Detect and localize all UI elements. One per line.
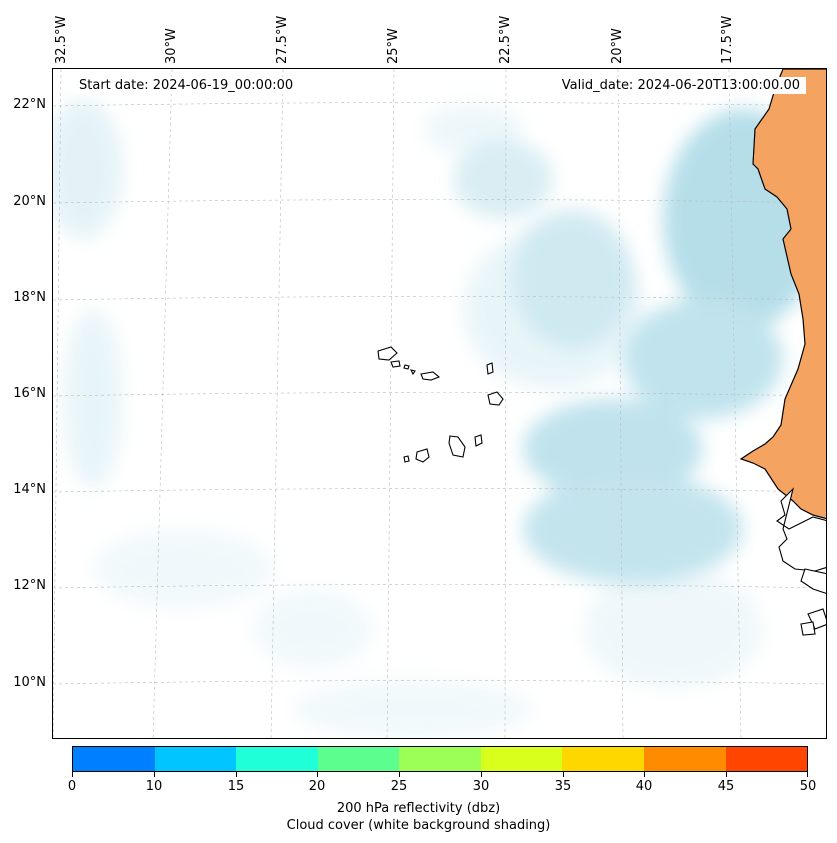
lon-label-22-5w: 22.5°W — [498, 15, 513, 64]
lat-label-22n: 22°N — [13, 97, 46, 112]
west-african-coast-islands — [776, 487, 826, 636]
colorbar-segment-0 — [73, 747, 155, 771]
cloud-cover-dense — [453, 109, 823, 584]
colorbar-segment-5 — [480, 747, 563, 771]
colorbar-tick-mark — [154, 772, 155, 777]
colorbar-segment-6 — [562, 747, 644, 771]
graticule — [53, 69, 826, 738]
colorbar-tick-mark — [807, 772, 808, 777]
colorbar-label: 200 hPa reflectivity (dbz) — [336, 801, 501, 816]
colorbar-segment-8 — [725, 747, 808, 771]
valid-date-label: Valid_date: 2024-06-20T13:00:00.00 — [555, 77, 806, 94]
colorbar-tick-mark — [72, 772, 73, 777]
lat-label-18n: 18°N — [13, 290, 46, 305]
lat-label-10n: 10°N — [13, 675, 46, 690]
colorbar-tick-label: 25 — [390, 779, 408, 794]
colorbar-tick-mark — [644, 772, 645, 777]
colorbar-tick-label: 30 — [472, 779, 490, 794]
africa-landmass — [739, 69, 826, 520]
colorbar-tick-label: 20 — [308, 779, 326, 794]
colorbar-tick-mark — [726, 772, 727, 777]
lat-label-20n: 20°N — [13, 194, 46, 209]
colorbar-segment-3 — [317, 747, 400, 771]
lon-label-20w: 20°W — [610, 28, 625, 64]
colorbar-tick-label: 10 — [145, 779, 163, 794]
lat-label-14n: 14°N — [13, 482, 46, 497]
colorbar-segment-2 — [236, 747, 318, 771]
lat-label-16n: 16°N — [13, 386, 46, 401]
colorbar-segment-7 — [643, 747, 726, 771]
colorbar-tick-mark — [236, 772, 237, 777]
colorbar-tick-mark — [481, 772, 482, 777]
colorbar-tick-label: 0 — [67, 779, 77, 794]
colorbar-tick-mark — [399, 772, 400, 777]
lat-label-12n: 12°N — [13, 578, 46, 593]
lon-label-17-5w: 17.5°W — [720, 15, 735, 64]
colorbar-tick-mark — [563, 772, 564, 777]
map-canvas — [53, 69, 826, 738]
lon-label-32-5w: 32.5°W — [54, 15, 69, 64]
lon-label-30w: 30°W — [164, 28, 179, 64]
start-date-label: Start date: 2024-06-19_00:00:00 — [73, 77, 300, 94]
cabo-verde-islands — [377, 346, 504, 463]
colorbar-tick-mark — [317, 772, 318, 777]
colorbar-tick-label: 35 — [554, 779, 572, 794]
colorbar-segment-1 — [154, 747, 237, 771]
map-panel[interactable]: Start date: 2024-06-19_00:00:00 Valid_da… — [52, 68, 827, 739]
colorbar-tick-label: 50 — [799, 779, 817, 794]
lon-label-27-5w: 27.5°W — [275, 15, 290, 64]
colorbar-segment-4 — [399, 747, 481, 771]
lon-label-25w: 25°W — [386, 28, 401, 64]
colorbar-tick-label: 45 — [717, 779, 735, 794]
reflectivity-colorbar — [72, 746, 808, 772]
colorbar-tick-label: 40 — [635, 779, 653, 794]
colorbar-ticks: 0 10 15 20 25 30 35 40 45 50 — [68, 772, 816, 802]
colorbar-sublabel: Cloud cover (white background shading) — [286, 818, 551, 833]
colorbar-tick-label: 15 — [227, 779, 245, 794]
